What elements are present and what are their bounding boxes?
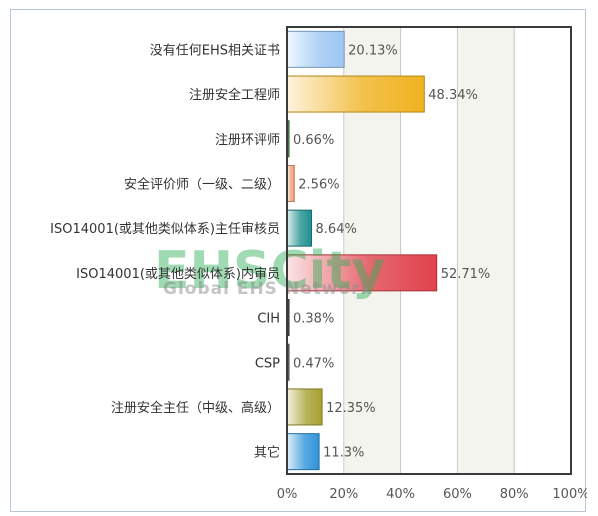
category-label: 其它 (254, 445, 280, 461)
category-label: CIH (257, 312, 280, 327)
x-tick-labels: 0% 20% 40% 60% 80% 100% (277, 487, 587, 502)
value-label: 0.38% (293, 312, 334, 327)
x-tick-label: 20% (329, 487, 358, 502)
category-label: ISO14001(或其他类似体系)主任审核员 (50, 222, 280, 237)
category-label: ISO14001(或其他类似体系)内审员 (76, 266, 280, 282)
x-tick-label: 100% (552, 487, 587, 502)
grid-band (457, 27, 515, 474)
value-labels: 20.13% 48.34% 0.66% 2.56% 8.64% 52.71% 0.38% 0.… (293, 43, 490, 460)
bars (286, 30, 438, 471)
category-label: CSP (255, 356, 280, 371)
chart-frame: EHSCity Global EHS Network 没有任何EHS相关证书注册… (10, 9, 587, 512)
x-tick-label: 60% (443, 487, 472, 502)
bar-chart: EHSCity Global EHS Network 没有任何EHS相关证书注册… (50, 26, 587, 502)
value-label: 52.71% (441, 267, 491, 282)
category-label: 安全评价师（一级、二级） (124, 176, 280, 192)
value-label: 12.35% (326, 401, 376, 416)
category-label: 注册安全主任（中级、高级） (111, 400, 280, 416)
bar (286, 30, 345, 68)
value-label: 0.47% (293, 356, 334, 371)
bar (286, 388, 323, 426)
plot-area-border (286, 26, 572, 475)
value-label: 8.64% (316, 222, 357, 237)
bar (286, 75, 425, 113)
category-label: 注册安全工程师 (189, 87, 280, 103)
category-label: 注册环评师 (215, 133, 280, 148)
value-label: 2.56% (298, 177, 339, 192)
bar (286, 433, 320, 471)
value-label: 11.3% (323, 446, 364, 461)
grid-band (514, 27, 571, 474)
value-label: 20.13% (348, 43, 398, 58)
bar (286, 254, 438, 292)
x-tick-label: 80% (500, 487, 529, 502)
x-tick-label: 40% (386, 487, 415, 502)
x-tick-label: 0% (277, 487, 298, 502)
value-label: 0.66% (293, 133, 334, 148)
bar (286, 209, 313, 247)
watermark-text: EHSCity (154, 241, 385, 301)
watermark-logo: EHSCity Global EHS Network (154, 241, 385, 301)
bar (286, 164, 295, 202)
watermark-tagline: Global EHS Network (163, 279, 373, 299)
value-label: 48.34% (428, 88, 478, 103)
category-label: 没有任何EHS相关证书 (150, 42, 280, 58)
